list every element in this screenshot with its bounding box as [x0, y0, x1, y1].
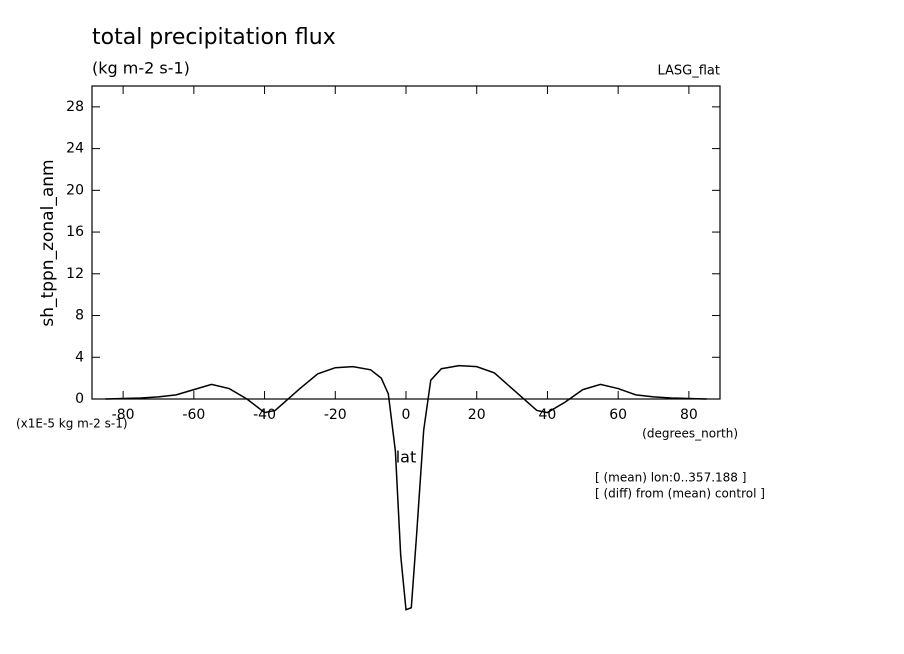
- y-units: (x1E-5 kg m-2 s-1): [16, 417, 128, 431]
- y-tick-label: 12: [66, 266, 84, 282]
- dataset-label: LASG_flat: [657, 64, 720, 79]
- y-tick-label: 28: [66, 99, 84, 115]
- x-tick-label: -20: [324, 407, 347, 423]
- x-units: (degrees_north): [642, 427, 738, 441]
- x-tick-label: 20: [468, 407, 486, 423]
- y-tick-label: 24: [66, 141, 84, 157]
- subtitle: (kg m-2 s-1): [92, 59, 190, 78]
- y-tick-label: 0: [75, 391, 84, 407]
- x-tick-label: -80: [112, 407, 135, 423]
- annotation: [ (mean) lon:0..357.188 ]: [595, 471, 746, 485]
- y-tick-label: 8: [75, 308, 84, 324]
- chart-title: total precipitation flux: [92, 25, 336, 50]
- annotation: [ (diff) from (mean) control ]: [595, 487, 765, 501]
- y-tick-label: 4: [75, 349, 84, 365]
- x-axis-label: lat: [396, 448, 417, 467]
- y-tick-label: 20: [66, 182, 84, 198]
- y-tick-label: 16: [66, 224, 84, 240]
- data-line: [105, 364, 707, 611]
- x-tick-label: 80: [680, 407, 698, 423]
- x-tick-label: 0: [402, 407, 411, 423]
- x-tick-label: 60: [609, 407, 627, 423]
- x-tick-label: -60: [182, 407, 205, 423]
- x-tick-label: -40: [253, 407, 276, 423]
- y-axis-label: sh_tppn_zonal_anm: [38, 159, 58, 326]
